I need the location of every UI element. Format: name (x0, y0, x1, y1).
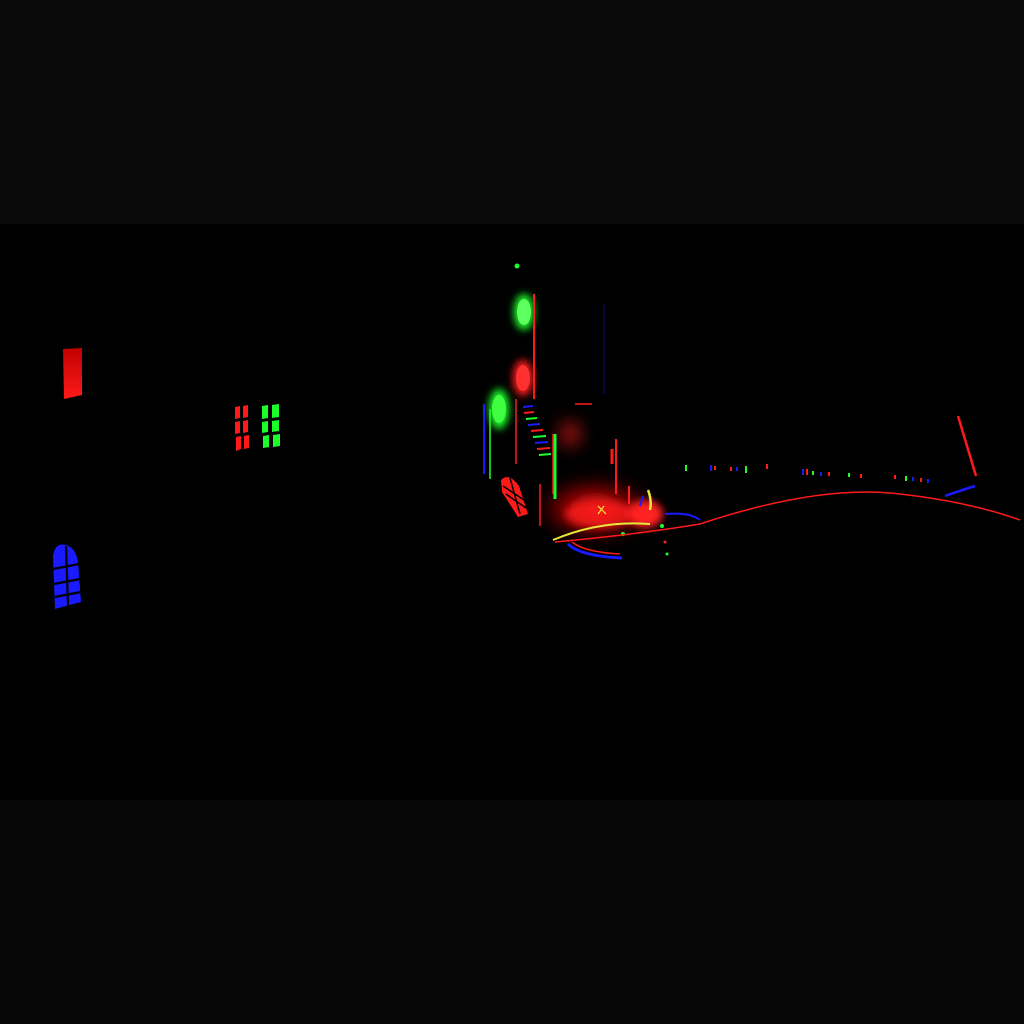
glowing-lanterns (489, 263, 582, 448)
horizon-curve (554, 484, 1021, 543)
distant-lights (685, 464, 929, 483)
scene-canvas (52, 249, 1021, 609)
green-lattice-window (262, 404, 280, 448)
letterbox-top (0, 0, 1024, 224)
red-light-streak (956, 415, 978, 477)
red-glow-pool (535, 477, 663, 541)
game-viewport[interactable] (0, 224, 1024, 800)
ground-rings (552, 512, 701, 560)
red-lattice-window (235, 405, 249, 451)
neon-tower-cluster (483, 249, 669, 556)
letterbox-bottom (0, 800, 1024, 1024)
red-window (63, 348, 82, 399)
blue-arched-window (52, 544, 82, 609)
